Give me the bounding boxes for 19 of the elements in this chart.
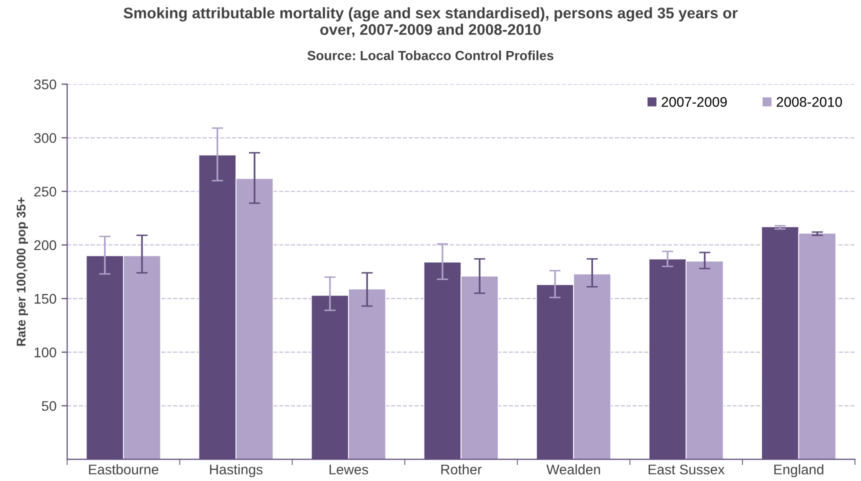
y-tick-label: 100	[34, 347, 56, 358]
x-tick-label: England	[774, 464, 824, 478]
x-tick-label: Eastbourne	[89, 464, 158, 474]
y-tick-label: 50	[42, 401, 56, 411]
x-tick-label: Lewes	[330, 464, 368, 474]
y-tick-label: 300	[34, 133, 56, 143]
y-tick-label: 350	[34, 80, 56, 90]
x-tick-label: East Sussex	[648, 464, 725, 474]
y-tick-label: 150	[34, 294, 56, 304]
y-axis-title: Rate per 100,000 pop 35+	[16, 197, 28, 346]
x-tick-label: Hastings	[210, 464, 262, 478]
chart-subtitle: Source: Local Tobacco Control Profiles	[307, 50, 554, 60]
y-tick-label: 250	[34, 186, 56, 197]
x-tick-label: Rother	[441, 464, 482, 474]
chart-title: Smoking attributable mortality (age and sex standardised), persons aged 35 years or over, 2007-2009 and 2008-2010	[124, 7, 738, 38]
y-tick-label: 200	[34, 240, 56, 250]
legend-label: 2007-2009	[662, 97, 727, 107]
legend-label: 2008-2010	[776, 97, 842, 107]
x-tick-label: Wealden	[546, 464, 600, 474]
